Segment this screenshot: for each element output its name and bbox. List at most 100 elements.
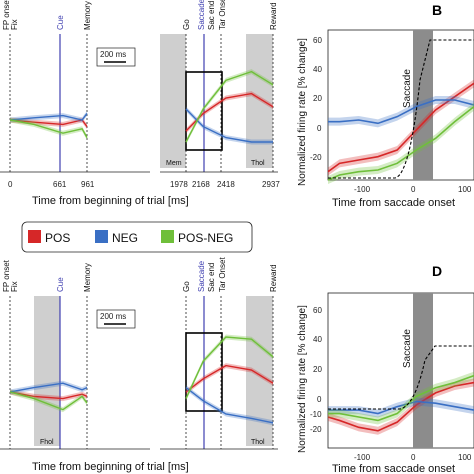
xlabel-c: Time from beginning of trial [ms] [32,461,189,473]
ytick-b-40: 40 [313,65,322,74]
panel-label-d: D [432,263,442,279]
event-label-sacend: Sac end [207,1,216,30]
panel-label-b: B [432,2,442,18]
tick-a-2937: 2937 [262,180,280,189]
shade-label-thol-a: Thol [251,160,265,167]
ytick-d-20: 20 [313,365,322,374]
scale-bar-label-c: 200 ms [100,312,126,321]
series-line-pos-series-a-0 [9,119,88,128]
series-group-c [9,334,274,426]
ytick-b-60: 60 [313,36,322,45]
legend-label-neg: NEG [112,231,138,245]
legend-label-pos: POS [45,231,70,245]
event-label-fix-c: Fix [10,281,19,292]
shade-label-fhol-c: Fhol [40,439,54,446]
legend-box [21,221,253,253]
xlabel-b: Time from saccade onset [332,197,455,209]
series-line-neg-series-c-0 [9,382,88,393]
event-label-fp-c: FP onset [2,259,11,292]
sem-band-neg-series-a-1 [186,106,273,145]
ytick-b-0: 0 [317,124,322,133]
sem-band-neg-series-b [328,96,474,128]
band-label-d: Saccade [402,329,413,368]
legend-swatch-pos [28,230,41,243]
highlight-box-c [185,332,223,412]
ytick-d-40: 40 [313,335,322,344]
legend-swatch-posneg [161,230,174,243]
event-label-taronset-c: Tar Onset [218,257,227,292]
event-label-memory-c: Memory [83,263,92,292]
series-line-neg-series-a-0 [9,112,88,121]
event-label-saccade: Saccade [197,0,206,30]
shade-thol-c [246,296,273,446]
saccade-band-d [413,293,433,448]
xtick-b-100: 100 [458,185,472,194]
event-label-cue-c: Cue [56,277,65,292]
event-label-memory: Memory [83,1,92,30]
xtick-b-0: 0 [411,185,416,194]
highlight-box-a [185,71,223,151]
sem-band-pos-neg-series-a-1 [186,69,273,145]
series-line-pos-series-d [327,381,474,432]
shade-label-mem-a: Mem [166,160,182,167]
series-line-pos-neg-series-d [328,374,474,422]
ylabel-d: Normalized firing rate [% change] [297,305,308,453]
series-line-neg-series-b [328,99,474,125]
band-label-b: Saccade [402,69,413,108]
xtick-b-n100: -100 [354,185,371,194]
event-label-fix: Fix [10,19,19,30]
series-line-pos-neg-series-a-0 [9,119,88,138]
event-label-saccade-c: Saccade [197,260,206,292]
saccade-panel-d: D Normalized firing rate [% change] Sacc… [297,263,474,474]
timeline-panel-c: Fhol Thol FP onset Fix Cue Memory Go Sac… [0,257,278,473]
sem-band-neg-series-d [328,397,474,418]
shade-mem-a [160,34,186,168]
series-line-pos-neg-series-a-1 [185,70,274,143]
plot-frame-d [327,292,474,449]
tick-a-1978: 1978 [170,180,188,189]
event-label-sacend-c: Sac end [207,263,216,292]
ylabel-b: Normalized firing rate [% change] [297,38,308,186]
ytick-d-60: 60 [313,306,322,315]
series-line-pos-series-c-1 [185,364,274,393]
series-line-neg-series-c-1 [185,387,274,424]
scale-bar-label-a: 200 ms [100,50,126,59]
series-line-pos-neg-series-c-1 [185,336,274,399]
eye-position-trace-b [328,39,474,179]
xtick-d-0: 0 [411,453,416,462]
ytick-d-n10: -10 [310,410,322,419]
shade-label-thol-c: Thol [251,439,265,446]
series-group-a [9,69,274,145]
xlabel-a: Time from beginning of trial [ms] [32,195,189,207]
legend: POS NEG POS-NEG [21,221,253,253]
sem-band-pos-series-a-1 [186,91,273,134]
series-line-pos-series-c-0 [9,391,88,400]
xtick-d-100: 100 [458,453,472,462]
shade-thol-a [246,34,273,168]
tick-a-2168: 2168 [192,180,210,189]
series-line-pos-series-b [327,82,474,173]
sem-band-pos-series-b [328,79,474,176]
event-label-cue: Cue [56,15,65,30]
ytick-d-0: 0 [317,395,322,404]
series-group-b [327,79,474,184]
xtick-d-n100: -100 [354,453,371,462]
shade-fhol-c [34,296,60,446]
sem-band-pos-neg-series-d [328,371,474,425]
sem-band-pos-series-c-1 [186,363,273,395]
tick-a-2418: 2418 [217,180,235,189]
tick-a-661: 661 [53,180,67,189]
event-label-reward-c: Reward [269,264,278,292]
legend-swatch-neg [95,230,108,243]
event-label-fp: FP onset [2,0,11,30]
series-line-neg-series-d [328,400,474,415]
tick-a-0: 0 [8,180,13,189]
event-label-reward: Reward [269,2,278,30]
event-label-go-c: Go [182,281,191,292]
ytick-b-n20: -20 [310,153,322,162]
tick-a-961: 961 [81,180,95,189]
eye-position-trace-d [328,345,474,410]
saccade-panel-b: B Normalized firing rate [% change] Sacc… [297,2,474,209]
xlabel-d: Time from saccade onset [332,463,455,474]
